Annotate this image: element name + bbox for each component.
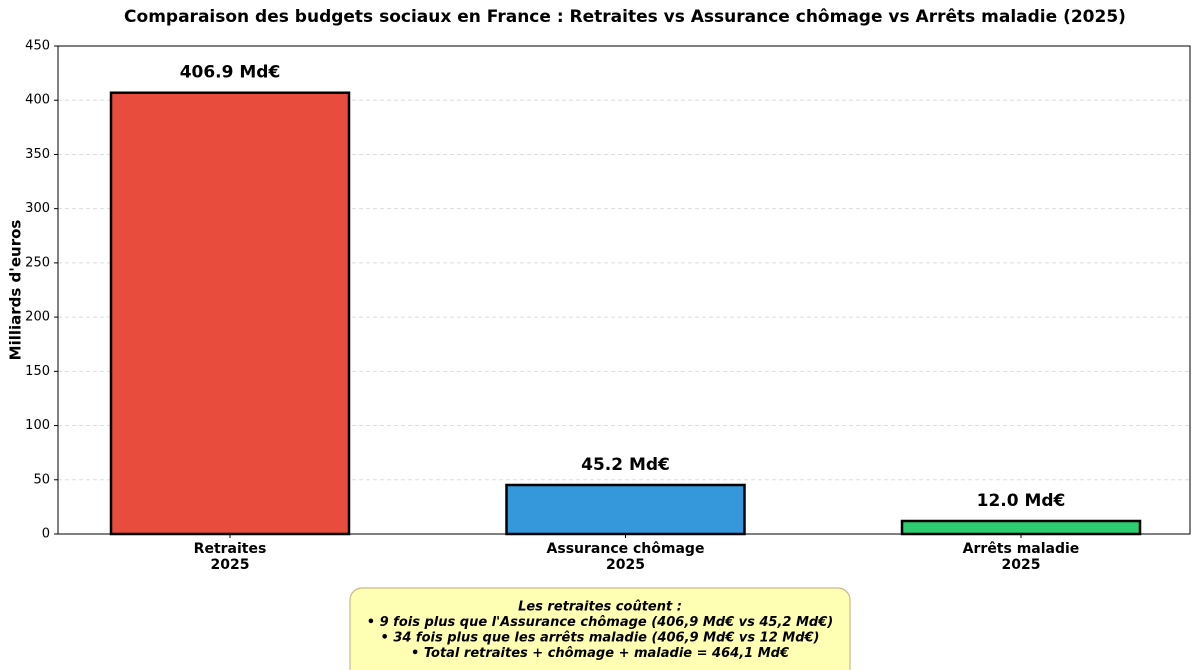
y-tick-label: 150 [25,364,50,379]
value-label: 45.2 Md€ [581,455,670,475]
bars [109,91,1142,536]
y-tick-label: 300 [25,201,50,216]
annotation-box [349,587,851,670]
x-tick-label: Retraites [194,541,267,557]
x-tick-label: Arrêts maladie [963,541,1080,557]
y-tick-label: 50 [33,472,50,487]
x-tick-label: 2025 [211,557,250,573]
chart-title: Comparaison des budgets sociaux en Franc… [124,7,1126,27]
annotation: Les retraites coûtent :• 9 fois plus que… [367,600,833,662]
y-tick-label: 250 [25,255,50,270]
y-tick-label: 350 [25,147,50,162]
y-axis-label: Milliards d'euros [7,220,25,361]
x-tick-label: 2025 [606,557,645,573]
x-tick-label: 2025 [1002,557,1041,573]
y-tick-label: 450 [25,39,50,54]
y-tick-label: 200 [25,310,50,325]
annotation-line: Les retraites coûtent : [518,600,682,615]
y-tick-label: 400 [25,93,50,108]
y-tick-label: 0 [42,527,50,542]
y-tick-label: 100 [25,418,50,433]
bar [505,483,746,536]
bar [900,519,1142,536]
value-label: 406.9 Md€ [180,63,281,83]
plot-frame [57,45,1191,535]
value-label: 12.0 Md€ [977,491,1066,511]
x-tick-label: Assurance chômage [547,541,705,557]
annotation-line: • 9 fois plus que l'Assurance chômage (4… [367,615,833,630]
annotation-line: • 34 fois plus que les arrêts maladie (4… [380,631,819,646]
bar [109,91,351,536]
annotation-line: • Total retraites + chômage + maladie = … [411,646,789,661]
